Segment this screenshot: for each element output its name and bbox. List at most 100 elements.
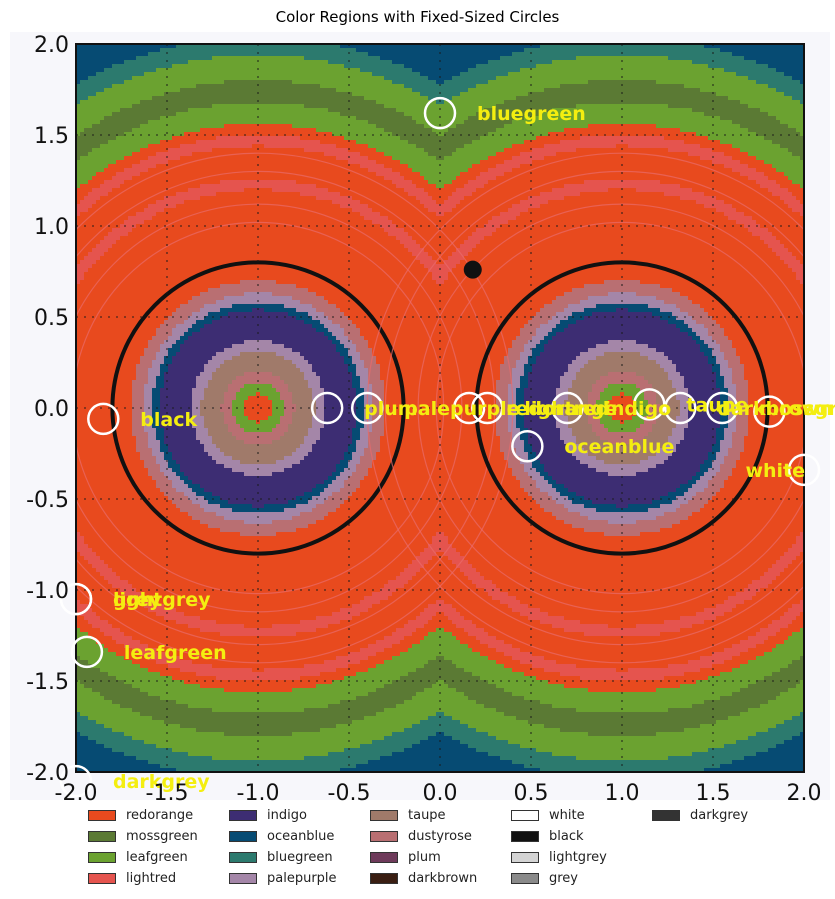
region-cell [76, 692, 101, 697]
region-cell [76, 52, 149, 57]
region-cell [352, 380, 361, 385]
region-cell [216, 444, 301, 449]
region-cell [524, 408, 557, 413]
region-cell [164, 384, 197, 389]
region-cell [392, 60, 489, 65]
region-cell [668, 320, 685, 325]
region-cell [76, 732, 81, 737]
region-cell [636, 188, 693, 193]
region-cell [580, 136, 665, 141]
region-cell [112, 188, 189, 193]
region-cell [656, 416, 677, 421]
region-cell [736, 348, 804, 353]
region-cell [184, 340, 245, 345]
region-cell [464, 692, 513, 697]
region-cell [392, 732, 437, 737]
region-cell [748, 228, 769, 233]
region-cell [576, 320, 669, 325]
region-cell [372, 408, 385, 413]
region-cell [572, 428, 593, 433]
region-cell [172, 64, 345, 69]
region-cell [748, 708, 804, 713]
region-cell [76, 412, 133, 417]
region-cell [676, 396, 689, 401]
region-cell [76, 332, 157, 337]
region-cell [120, 576, 397, 581]
region-cell [76, 84, 113, 89]
region-cell [472, 648, 497, 653]
region-cell [660, 364, 677, 369]
region-cell [436, 260, 445, 265]
region-cell [548, 132, 697, 137]
region-cell [800, 156, 804, 161]
region-cell [636, 428, 653, 433]
region-cell [304, 436, 321, 441]
region-cell [448, 540, 797, 545]
region-cell [200, 292, 245, 297]
region-cell [124, 752, 189, 757]
region-cell [228, 312, 289, 317]
region-cell [776, 180, 793, 185]
region-cell [160, 444, 169, 449]
region-cell [76, 148, 93, 153]
region-cell [732, 144, 781, 149]
region-cell [752, 216, 804, 221]
region-cell [436, 680, 445, 685]
region-cell [532, 664, 577, 669]
region-cell [368, 368, 381, 373]
region-cell [304, 104, 385, 109]
region-cell [376, 100, 437, 105]
region-cell [788, 688, 804, 693]
region-cell [88, 620, 109, 625]
region-cell [164, 440, 201, 445]
region-cell [348, 444, 357, 449]
region-cell [736, 424, 749, 429]
region-cell [340, 768, 541, 772]
region-cell [592, 424, 605, 429]
region-cell [736, 420, 749, 425]
region-cell [104, 180, 125, 185]
region-cell [276, 388, 289, 393]
region-cell [284, 400, 293, 405]
region-cell [88, 632, 105, 637]
region-cell [76, 160, 117, 165]
region-cell [136, 600, 157, 605]
region-cell [76, 364, 137, 369]
legend-swatch [370, 872, 398, 884]
region-cell [664, 676, 709, 681]
region-cell [124, 60, 189, 65]
region-cell [716, 360, 729, 365]
region-cell [688, 296, 804, 301]
region-cell [348, 364, 357, 369]
region-cell [712, 476, 729, 481]
region-cell [152, 420, 161, 425]
region-cell [352, 452, 365, 457]
region-cell [716, 356, 725, 361]
region-cell [176, 112, 341, 117]
legend-item-leafgreen: leafgreen [88, 848, 188, 866]
region-cell [376, 160, 401, 165]
region-cell [492, 216, 517, 221]
region-cell [244, 384, 273, 389]
region-cell [636, 400, 649, 405]
region-cell [148, 156, 181, 161]
region-cell [732, 656, 757, 661]
region-cell [664, 460, 705, 465]
region-cell [584, 284, 661, 289]
chart-title: Color Regions with Fixed-Sized Circles [275, 8, 560, 26]
region-cell [524, 404, 557, 409]
region-cell [360, 460, 373, 465]
region-cell [180, 144, 253, 149]
region-cell [528, 380, 561, 385]
region-cell [624, 420, 645, 425]
region-cell [204, 388, 229, 393]
region-cell [368, 760, 513, 765]
region-cell [344, 360, 353, 365]
region-cell [376, 360, 505, 365]
region-cell [76, 592, 125, 597]
region-cell [152, 336, 169, 341]
region-cell [744, 376, 804, 381]
region-cell [188, 300, 217, 305]
region-cell [704, 620, 773, 625]
region-cell [452, 252, 469, 257]
